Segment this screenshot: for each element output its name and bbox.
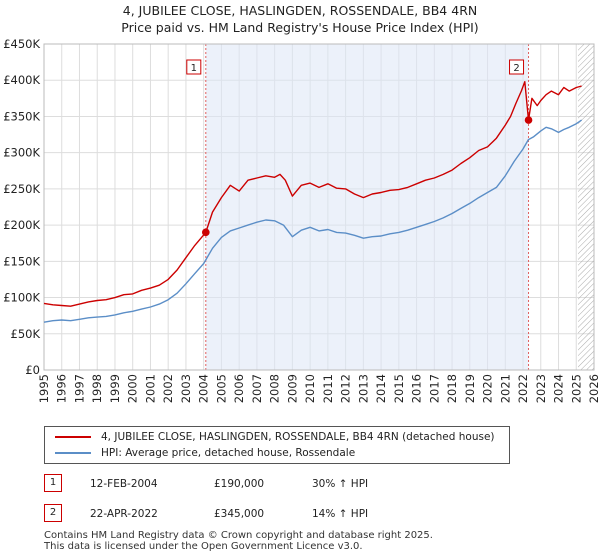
x-tick-label-2023: 2023	[534, 374, 548, 403]
sale-box-label-1: 1	[191, 63, 197, 74]
sale-badge-1: 1	[44, 474, 62, 492]
chart-title-line1: 4, JUBILEE CLOSE, HASLINGDEN, ROSSENDALE…	[122, 3, 478, 18]
series-line-hpi	[43, 119, 582, 323]
legend-label-hpi: HPI: Average price, detached house, Ross…	[101, 447, 356, 459]
footer-line2: This data is licensed under the Open Gov…	[44, 541, 363, 552]
sale-hpi-2: 14% ↑ HPI	[312, 508, 369, 520]
sale-date-1: 12-FEB-2004	[90, 478, 158, 490]
x-tick-label-2015: 2015	[392, 374, 406, 403]
x-tick-label-2020: 2020	[481, 374, 495, 403]
sale-point-2	[524, 116, 533, 124]
x-tick-label-2006: 2006	[232, 374, 246, 403]
sale-price-2: £345,000	[214, 508, 265, 520]
x-tick-label-1999: 1999	[108, 374, 122, 403]
legend-item-hpi: HPI: Average price, detached house, Ross…	[55, 445, 355, 461]
x-tick-label-2022: 2022	[516, 374, 530, 403]
x-tick-label-2013: 2013	[356, 374, 370, 403]
chart-title-line2: Price paid vs. HM Land Registry's House …	[121, 20, 479, 35]
sale-box-label-2: 2	[513, 63, 519, 74]
sale-box-1	[186, 59, 202, 75]
sale-hpi-1: 30% ↑ HPI	[312, 478, 369, 490]
y-tick-label-0: £0	[25, 363, 40, 377]
x-tick-label-2014: 2014	[374, 374, 388, 403]
x-tick-label-2011: 2011	[321, 374, 335, 403]
legend-swatch-property	[55, 436, 91, 438]
x-tick-label-1997: 1997	[72, 374, 86, 403]
x-tick-label-2016: 2016	[410, 374, 424, 403]
shaded-range-1	[205, 44, 529, 370]
y-tick-label-9: £450K	[3, 37, 40, 51]
series-line-property	[43, 80, 582, 307]
x-tick-label-2003: 2003	[179, 374, 193, 403]
y-tick-label-8: £400K	[3, 73, 40, 87]
x-tick-label-2018: 2018	[445, 374, 459, 403]
x-tick-label-1998: 1998	[90, 374, 104, 403]
x-tick-label-2021: 2021	[498, 374, 512, 403]
chart-legend: 4, JUBILEE CLOSE, HASLINGDEN, ROSSENDALE…	[44, 426, 510, 464]
sale-date-2: 22-APR-2022	[90, 508, 158, 520]
plot-frame	[43, 43, 595, 371]
x-tick-label-2010: 2010	[303, 374, 317, 403]
x-tick-label-2017: 2017	[427, 374, 441, 403]
y-tick-label-4: £200K	[3, 218, 40, 232]
footer-line1: Contains HM Land Registry data © Crown c…	[44, 530, 433, 541]
x-tick-label-1996: 1996	[55, 374, 69, 403]
legend-swatch-hpi	[55, 452, 91, 454]
y-tick-label-6: £300K	[3, 146, 40, 160]
y-tick-label-3: £150K	[3, 254, 40, 268]
x-tick-label-2024: 2024	[552, 374, 566, 403]
x-tick-label-2001: 2001	[143, 374, 157, 403]
x-tick-label-2007: 2007	[250, 374, 264, 403]
price-chart: £0 £50K £100K £150K £200K £250K £300K £350K £400…	[3, 37, 600, 403]
x-tick-label-2000: 2000	[126, 374, 140, 403]
y-tick-label-7: £350K	[3, 109, 40, 123]
x-tick-label-2019: 2019	[463, 374, 477, 403]
forecast-hatch	[578, 44, 594, 370]
x-tick-label-2026: 2026	[587, 374, 600, 403]
legend-label-property: 4, JUBILEE CLOSE, HASLINGDEN, ROSSENDALE…	[101, 431, 495, 443]
x-tick-label-2025: 2025	[569, 374, 583, 403]
sale-point-1	[202, 228, 210, 237]
y-tick-label-2: £100K	[3, 291, 40, 305]
x-tick-label-2008: 2008	[268, 374, 282, 403]
y-tick-label-1: £50K	[11, 327, 41, 341]
x-tick-label-2004: 2004	[197, 374, 211, 403]
legend-item-property: 4, JUBILEE CLOSE, HASLINGDEN, ROSSENDALE…	[55, 429, 495, 445]
x-tick-label-2005: 2005	[214, 374, 228, 403]
sale-price-1: £190,000	[214, 478, 265, 490]
footer: Contains HM Land Registry data © Crown c…	[44, 530, 433, 552]
x-tick-label-2009: 2009	[285, 374, 299, 403]
sale-box-2	[509, 59, 525, 75]
x-tick-label-1995: 1995	[37, 374, 51, 403]
sale-badge-2: 2	[44, 504, 62, 522]
y-tick-label-5: £250K	[3, 182, 40, 196]
x-tick-label-2002: 2002	[161, 374, 175, 403]
x-tick-label-2012: 2012	[339, 374, 353, 403]
